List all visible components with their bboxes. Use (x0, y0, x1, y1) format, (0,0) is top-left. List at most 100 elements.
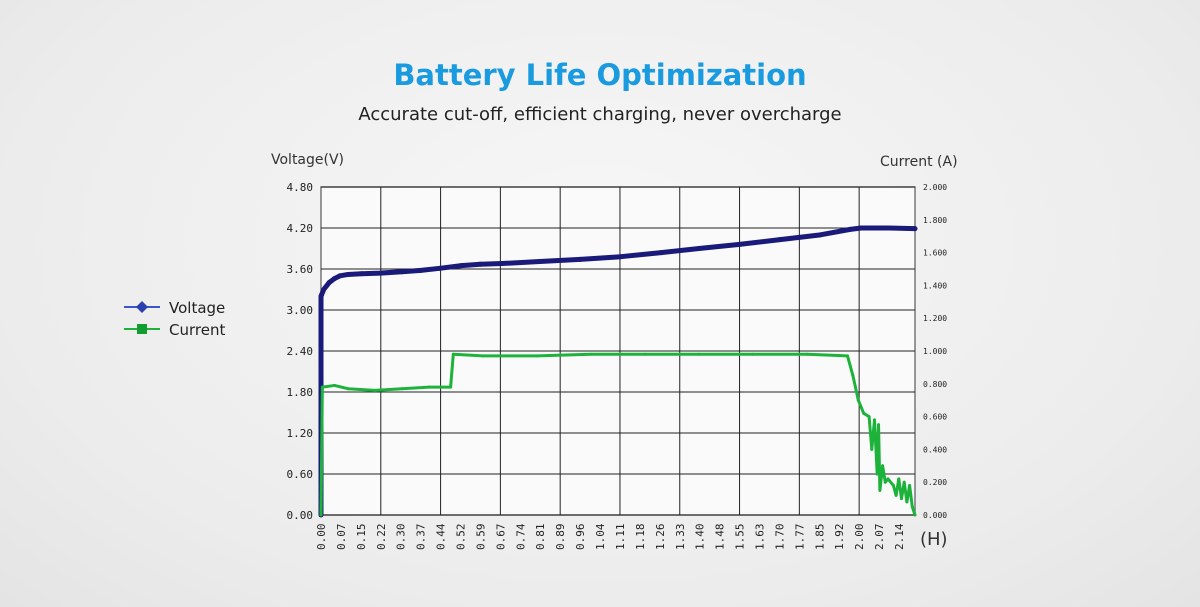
data-point-current (877, 423, 881, 427)
y2-tick-label: 0.600 (923, 413, 947, 422)
data-point-voltage (318, 293, 324, 299)
data-point-voltage (912, 226, 918, 232)
x-tick-label: 0.81 (534, 524, 547, 551)
data-point-current (449, 385, 453, 389)
y-tick-label: 2.40 (287, 345, 314, 358)
data-point-voltage (337, 273, 343, 279)
x-tick-label: 2.14 (893, 523, 906, 550)
data-point-current (319, 513, 323, 517)
data-point-voltage (577, 256, 583, 262)
data-point-current (333, 383, 336, 387)
x-tick-label: 0.74 (514, 523, 527, 550)
data-point-voltage (499, 261, 505, 267)
axis-ticks: 0.00 0.60 1.20 1.80 2.40 3.00 3.60 4.20 4.80 0.00… (287, 181, 948, 550)
data-point-current (451, 352, 455, 356)
x-tick-label: 1.11 (614, 524, 627, 551)
legend-voltage-marker (136, 301, 148, 313)
x-tick-label: 0.00 (315, 524, 328, 551)
y2-tick-label: 0.400 (923, 445, 947, 454)
data-point-current (894, 493, 898, 497)
data-point-current (589, 352, 593, 356)
data-point-voltage (418, 267, 424, 273)
legend-current-marker (137, 324, 147, 334)
data-point-current (881, 464, 885, 468)
x-tick-label: 1.40 (694, 524, 707, 551)
data-point-voltage (618, 254, 624, 260)
x-tick-label: 1.85 (813, 524, 826, 551)
data-point-current (481, 354, 485, 358)
x-tick-label: 0.67 (494, 524, 507, 551)
data-point-current (373, 388, 377, 392)
y-tick-label: 4.80 (287, 181, 314, 194)
x-tick-label: 0.22 (375, 524, 388, 551)
x-tick-label: 1.70 (773, 524, 786, 551)
y-tick-label: 3.60 (287, 263, 314, 276)
data-point-voltage (458, 263, 464, 269)
y-tick-label: 0.60 (287, 468, 314, 481)
x-tick-label: 0.15 (355, 524, 368, 551)
data-point-current (873, 418, 876, 422)
data-point-current (346, 387, 350, 391)
data-point-current (427, 385, 431, 389)
x-tick-label: 1.04 (594, 523, 607, 550)
y-tick-label: 0.00 (287, 509, 314, 522)
data-point-current (851, 374, 855, 378)
y-axis-label: Voltage(V) (271, 152, 344, 168)
data-point-current (900, 497, 903, 501)
data-point-current (891, 483, 895, 487)
data-point-current (870, 447, 874, 451)
page-title: Battery Life Optimization (393, 58, 807, 92)
data-point-voltage (737, 241, 742, 247)
y-tick-label: 4.20 (287, 222, 314, 235)
data-point-current (400, 387, 404, 391)
data-point-current (875, 472, 879, 476)
x-tick-label: 0.07 (335, 524, 348, 551)
data-point-current (886, 477, 890, 481)
legend: Voltage Current (124, 299, 225, 339)
data-point-current (535, 354, 539, 358)
data-point-current (805, 352, 809, 356)
data-point-voltage (858, 225, 864, 231)
data-point-voltage (477, 261, 483, 267)
y2-tick-label: 0.200 (923, 478, 947, 487)
y2-tick-label: 1.800 (923, 216, 947, 225)
data-point-current (751, 352, 755, 356)
y-tick-label: 3.00 (287, 304, 314, 317)
y-tick-label: 1.20 (287, 427, 314, 440)
series-group (318, 225, 918, 518)
x-tick-label: 1.92 (833, 524, 846, 551)
data-point-current (910, 505, 914, 509)
data-point-current (697, 352, 701, 356)
data-point-current (878, 488, 882, 492)
y2-tick-label: 1.400 (923, 281, 947, 290)
data-point-current (913, 513, 917, 517)
data-point-voltage (847, 226, 853, 232)
series-current-line (319, 352, 917, 516)
data-point-voltage (377, 270, 383, 276)
data-point-voltage (658, 250, 664, 256)
data-point-voltage (537, 258, 543, 264)
x-tick-label: 0.96 (574, 524, 587, 551)
data-point-voltage (332, 276, 337, 282)
x-tick-label: 0.89 (554, 524, 567, 551)
data-point-voltage (777, 237, 783, 243)
data-point-voltage (437, 265, 443, 271)
y2-tick-label: 0.000 (923, 511, 947, 520)
data-point-voltage (321, 287, 327, 292)
x-tick-label: 1.77 (793, 524, 806, 551)
data-point-voltage (359, 271, 364, 277)
data-point-voltage (885, 225, 891, 231)
y2-axis-label: Current (A) (880, 154, 958, 170)
data-point-current (856, 398, 860, 402)
data-point-current (867, 415, 871, 419)
x-tick-label: 0.30 (395, 524, 408, 551)
data-point-current (902, 480, 906, 484)
x-tick-label: 1.26 (654, 524, 667, 551)
data-point-current (320, 385, 324, 389)
x-tick-label: 1.48 (714, 524, 727, 551)
legend-current-label: Current (169, 321, 225, 339)
grid (320, 186, 916, 516)
x-tick-label: 0.44 (435, 523, 448, 550)
data-point-current (643, 352, 647, 356)
